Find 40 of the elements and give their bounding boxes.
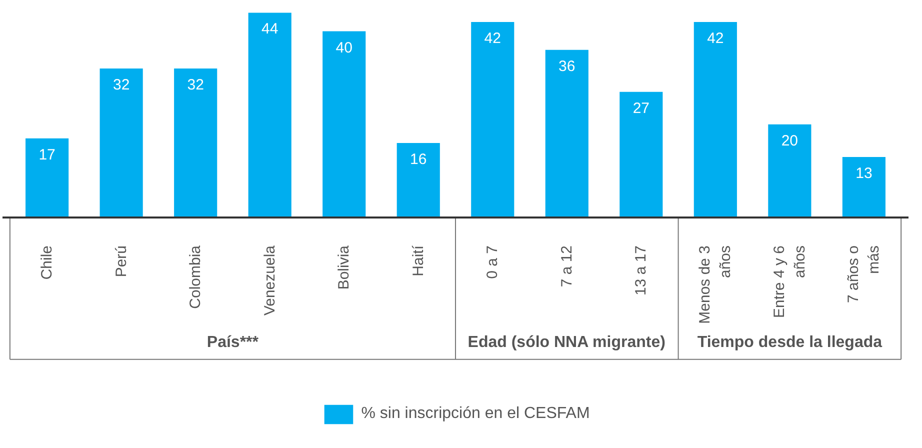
legend-label: % sin inscripción en el CESFAM: [361, 405, 590, 423]
bar: [174, 68, 218, 218]
bar: [396, 143, 440, 218]
data-label: 16: [410, 151, 427, 168]
data-label: 32: [112, 76, 130, 94]
data-label: 44: [262, 20, 278, 38]
bar: [322, 31, 366, 218]
data-label: 20: [781, 132, 798, 150]
text: Edad (sólo NNA migrante): [468, 334, 666, 351]
x-tick-label: 7 a 12: [558, 245, 576, 288]
bar: [694, 22, 737, 218]
data-label: 32: [187, 76, 204, 94]
x-tick-label: 13 a 17: [632, 245, 650, 296]
data-label: 42: [484, 30, 501, 47]
data-label: 13: [856, 164, 872, 182]
bar: [768, 124, 812, 218]
x-tick-label: Perú: [112, 245, 130, 278]
bar: [248, 12, 292, 218]
x-tick-label: Colombia: [187, 244, 204, 309]
bar: [100, 68, 143, 218]
data-label: 27: [632, 100, 650, 117]
data-label: 36: [558, 58, 576, 75]
text: Tiempo desde la llegada: [697, 334, 882, 351]
bar: [471, 22, 514, 218]
x-tick-label: Chile: [38, 245, 56, 280]
x-tick-label: 0 a 7: [484, 245, 502, 279]
bar: [620, 92, 663, 218]
x-tick-label: Venezuela: [261, 244, 278, 316]
text: País***: [206, 334, 260, 351]
x-tick-label: Bolivia: [336, 244, 353, 290]
x-tick-label: 7 años o más: [845, 245, 883, 304]
bar: [26, 138, 69, 218]
data-label: 40: [336, 39, 352, 56]
bar: [545, 50, 588, 218]
x-tick-label: Entre 4 y 6 años: [770, 245, 808, 318]
data-label: 42: [707, 30, 724, 47]
data-label: 17: [38, 146, 56, 164]
bar: [842, 156, 886, 218]
x-tick-label: Menos de 3 años: [696, 245, 734, 324]
x-tick-label: Haití: [410, 244, 427, 276]
